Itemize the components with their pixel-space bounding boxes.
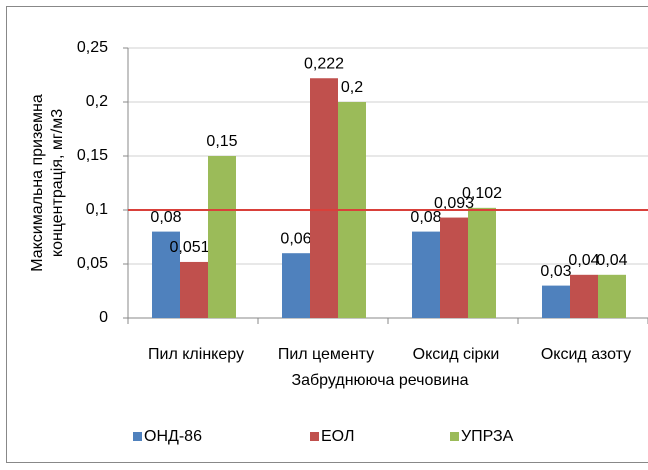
data-label: 0,08 xyxy=(150,209,181,226)
legend-swatch xyxy=(133,432,142,441)
y-tick-label: 0,1 xyxy=(86,201,108,218)
x-axis-title: Забруднююча речовина xyxy=(291,372,468,389)
data-label: 0,03 xyxy=(540,263,571,280)
data-label: 0,15 xyxy=(206,133,237,150)
data-label: 0,08 xyxy=(410,209,441,226)
bar xyxy=(152,231,180,318)
y-axis-title: Максимальна приземна xyxy=(29,94,46,272)
y-axis-title: концентрація, мг/м3 xyxy=(49,109,66,257)
bar xyxy=(412,231,440,318)
legend-label: ОНД-86 xyxy=(144,428,202,445)
bar xyxy=(440,217,468,318)
x-tick-label: Оксид азоту xyxy=(541,346,631,363)
x-tick-label: Оксид сірки xyxy=(413,346,500,363)
data-label: 0,04 xyxy=(568,252,599,269)
legend-swatch xyxy=(450,432,459,441)
data-label: 0,2 xyxy=(341,79,363,96)
x-tick-label: Пил цементу xyxy=(278,346,374,363)
legend-label: УПРЗА xyxy=(461,428,514,445)
data-label: 0,04 xyxy=(596,252,627,269)
bar xyxy=(542,285,570,318)
y-tick-label: 0 xyxy=(99,309,108,326)
bar xyxy=(310,78,338,319)
bar xyxy=(180,261,208,318)
y-tick-label: 0,25 xyxy=(77,39,108,56)
legend-label: ЕОЛ xyxy=(321,428,354,445)
data-label: 0,06 xyxy=(280,230,311,247)
y-tick-label: 0,05 xyxy=(77,255,108,272)
bar xyxy=(208,156,236,318)
x-tick-label: Пил клінкеру xyxy=(148,346,244,363)
data-label: 0,093 xyxy=(434,195,474,212)
data-label: 0,222 xyxy=(304,55,344,72)
y-tick-label: 0,2 xyxy=(86,93,108,110)
y-tick-label: 0,15 xyxy=(77,147,108,164)
bar xyxy=(282,253,310,318)
legend-swatch xyxy=(310,432,319,441)
data-label: 0,0519 xyxy=(170,239,219,256)
data-label: 0,102 xyxy=(462,185,502,202)
bar xyxy=(468,207,496,318)
bar xyxy=(570,274,598,318)
bar xyxy=(598,274,626,318)
